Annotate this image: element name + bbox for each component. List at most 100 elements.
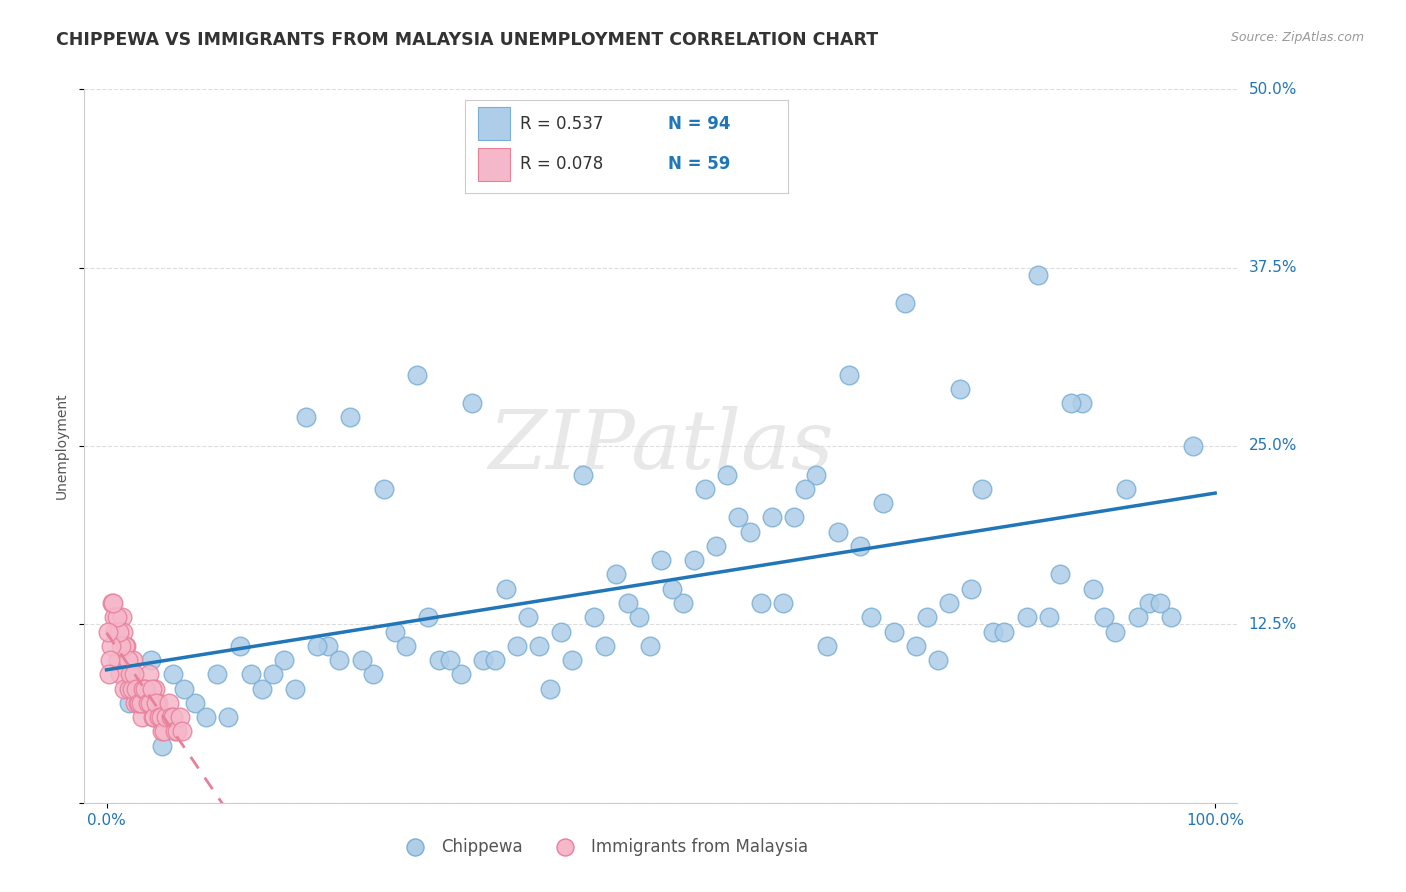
Point [108, 667, 131, 681]
Point [416, 610, 439, 624]
Point [104, 624, 127, 639]
Point [118, 667, 141, 681]
Point [915, 610, 938, 624]
Text: Source: ZipAtlas.com: Source: ZipAtlas.com [1230, 31, 1364, 45]
Point [195, 710, 218, 724]
Point [527, 639, 550, 653]
Point [695, 482, 717, 496]
Point [307, 639, 329, 653]
Point [883, 624, 905, 639]
Point [1092, 610, 1115, 624]
Point [893, 296, 915, 310]
Point [506, 639, 529, 653]
Point [650, 553, 672, 567]
Point [1038, 610, 1060, 624]
Point [107, 624, 129, 639]
Point [118, 696, 141, 710]
Point [173, 681, 195, 696]
Point [960, 582, 983, 596]
Point [572, 467, 595, 482]
Point [98, 653, 121, 667]
Point [1004, 54, 1026, 68]
Point [938, 596, 960, 610]
Text: 12.5%: 12.5% [1249, 617, 1296, 632]
Point [860, 610, 883, 624]
Point [605, 567, 627, 582]
Text: 37.5%: 37.5% [1249, 260, 1296, 275]
Point [218, 710, 240, 724]
Point [169, 710, 191, 724]
Point [149, 710, 172, 724]
Point [160, 710, 183, 724]
Point [157, 696, 180, 710]
Point [927, 653, 949, 667]
Point [148, 710, 170, 724]
Point [1149, 596, 1171, 610]
Point [538, 681, 561, 696]
Point [1083, 582, 1105, 596]
Point [295, 410, 318, 425]
Point [129, 696, 152, 710]
Point [1181, 439, 1204, 453]
Point [738, 524, 761, 539]
Point [112, 681, 135, 696]
Point [1137, 596, 1160, 610]
Point [132, 681, 155, 696]
Point [761, 510, 783, 524]
Point [141, 681, 163, 696]
Point [170, 724, 193, 739]
Point [461, 396, 484, 410]
Point [1015, 610, 1038, 624]
Point [872, 496, 894, 510]
Point [139, 696, 162, 710]
Point [727, 510, 749, 524]
Legend: Chippewa, Immigrants from Malaysia: Chippewa, Immigrants from Malaysia [391, 831, 815, 863]
Point [849, 539, 872, 553]
Point [239, 667, 262, 681]
Point [772, 596, 794, 610]
Point [361, 667, 384, 681]
Point [661, 582, 683, 596]
Point [97, 624, 120, 639]
Point [804, 467, 827, 482]
Point [495, 582, 517, 596]
Point [1060, 396, 1083, 410]
Point [101, 596, 124, 610]
Point [162, 667, 184, 681]
Y-axis label: Unemployment: Unemployment [55, 392, 69, 500]
Point [134, 696, 156, 710]
Point [131, 710, 153, 724]
Point [262, 667, 284, 681]
Point [103, 610, 125, 624]
Point [316, 639, 339, 653]
Point [904, 639, 927, 653]
Point [149, 710, 172, 724]
Point [136, 696, 159, 710]
Point [395, 639, 418, 653]
Point [127, 696, 149, 710]
Point [115, 639, 138, 653]
Point [112, 624, 135, 639]
Point [121, 681, 143, 696]
Point [139, 696, 162, 710]
Point [704, 539, 727, 553]
Point [616, 596, 638, 610]
Point [153, 724, 176, 739]
Point [117, 653, 139, 667]
Point [207, 667, 229, 681]
Point [228, 639, 250, 653]
Point [638, 639, 661, 653]
Point [550, 624, 572, 639]
Point [100, 639, 122, 653]
Point [384, 624, 406, 639]
Point [107, 653, 129, 667]
Point [516, 610, 538, 624]
Point [1104, 624, 1126, 639]
Point [949, 382, 972, 396]
Point [406, 368, 429, 382]
Point [827, 524, 849, 539]
Point [815, 639, 838, 653]
Point [122, 653, 145, 667]
Point [350, 653, 373, 667]
Point [125, 681, 148, 696]
